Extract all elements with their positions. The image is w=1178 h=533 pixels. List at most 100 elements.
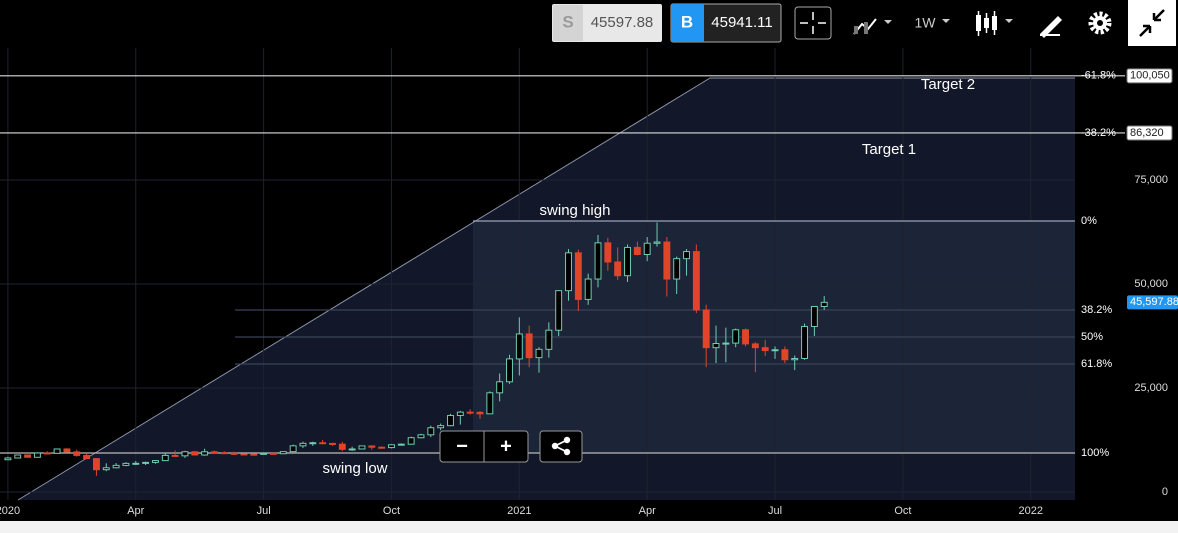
price-tag — [1127, 295, 1178, 310]
interval-caret — [942, 19, 950, 23]
candle-body — [771, 349, 779, 352]
candle-body — [801, 325, 808, 359]
candle-body — [151, 460, 159, 463]
candle-body — [535, 348, 543, 359]
candle-body — [43, 452, 51, 455]
candle-body — [368, 445, 376, 448]
candle-body — [329, 442, 336, 445]
fib-label: 61.8% — [1081, 358, 1112, 370]
candle-body — [407, 437, 415, 445]
candle-body — [456, 411, 464, 416]
sell-price: 45597.88 — [591, 14, 654, 31]
candle-body — [712, 343, 720, 349]
zoom-in[interactable]: + — [500, 435, 512, 457]
candle-body — [260, 452, 268, 455]
x-tick-label: Oct — [383, 505, 400, 517]
drawing-button[interactable] — [1040, 16, 1062, 38]
price-tag-label: 86,320 — [1130, 127, 1164, 139]
share-button[interactable] — [539, 430, 583, 463]
candle-body — [102, 467, 110, 471]
candle-body — [417, 434, 425, 439]
candle-body — [624, 246, 631, 277]
candle-body — [201, 451, 209, 456]
candle-body — [92, 458, 100, 471]
candle-body — [378, 446, 386, 449]
candle-body — [604, 242, 612, 263]
zoom-out[interactable]: − — [456, 435, 468, 457]
candle-body — [191, 451, 199, 456]
y-tick-label: 50,000 — [1134, 278, 1168, 290]
buy-badge — [671, 4, 704, 42]
candle-body — [33, 452, 41, 458]
candle-body — [486, 392, 494, 415]
chart-type-button[interactable] — [976, 11, 1013, 36]
interval-button[interactable]: 1W — [915, 15, 937, 31]
bottom-strip — [0, 521, 1178, 533]
candle-body — [506, 358, 513, 383]
fib-label: 50% — [1081, 331, 1103, 343]
candle-body — [614, 261, 622, 277]
candle-body — [555, 290, 563, 331]
labels: 0 25,000 50,000 75,000 2020 Apr Jul Oct 2021 Apr J… — [0, 68, 1178, 517]
crosshair-button[interactable] — [794, 6, 832, 40]
annotation: Target 1 — [862, 141, 916, 158]
candle-body — [309, 442, 317, 445]
x-tick-label: 2022 — [1019, 505, 1043, 517]
x-tick-label: Jul — [768, 505, 782, 517]
candle-body — [181, 451, 189, 457]
candle-body — [171, 454, 179, 457]
candle-body — [299, 442, 307, 447]
candle-body — [63, 448, 71, 453]
candle-body — [388, 444, 395, 449]
candle-body — [820, 301, 828, 307]
indicator-button[interactable] — [853, 18, 892, 35]
sell-badge — [553, 5, 583, 41]
candle-body — [279, 451, 287, 455]
price-tag-label: 45,597.88 — [1130, 296, 1178, 308]
candle-body — [348, 448, 356, 451]
candle-body — [397, 443, 405, 446]
candles — [4, 222, 828, 476]
candle-body — [663, 241, 671, 280]
candle-body — [515, 333, 523, 360]
candle-body — [437, 425, 445, 429]
x-tick-label: Jul — [257, 505, 271, 517]
candle-body — [319, 442, 327, 445]
candle-body — [112, 464, 120, 469]
candle-body — [142, 461, 150, 464]
candle-body — [53, 448, 61, 454]
candle-body — [161, 454, 169, 462]
price-tag-label: 100,050 — [1130, 70, 1170, 82]
candle-body — [122, 462, 130, 466]
x-tick-label: 2021 — [507, 505, 531, 517]
candle-body — [289, 445, 297, 453]
fib-label: 0% — [1081, 215, 1097, 227]
candle-body — [447, 414, 454, 427]
candle-body — [83, 454, 91, 460]
candle-body — [4, 457, 12, 461]
candle-body — [496, 381, 504, 394]
fib-label: 38.2% — [1081, 304, 1112, 316]
candle-body — [653, 241, 661, 244]
candle-body — [791, 357, 799, 361]
price-tag — [1126, 68, 1173, 84]
candle-body — [220, 452, 228, 455]
candle-body — [751, 343, 759, 349]
buy-price: 45941.11 — [711, 14, 772, 31]
y-tick-label: 0 — [1162, 486, 1168, 498]
candle-body — [466, 411, 474, 414]
candle-body — [545, 329, 553, 350]
candle-body — [732, 329, 740, 344]
candle-body — [476, 411, 484, 415]
candle-body — [525, 333, 533, 359]
candle-body — [574, 252, 582, 300]
buy-label: B — [681, 12, 693, 31]
candle-body — [643, 242, 651, 255]
fullscreen-button[interactable] — [1128, 0, 1176, 46]
candle-body — [24, 454, 32, 458]
sell-label: S — [562, 12, 573, 31]
candle-body — [692, 251, 700, 311]
settings-button[interactable] — [1088, 11, 1112, 35]
candle-body — [781, 349, 789, 361]
